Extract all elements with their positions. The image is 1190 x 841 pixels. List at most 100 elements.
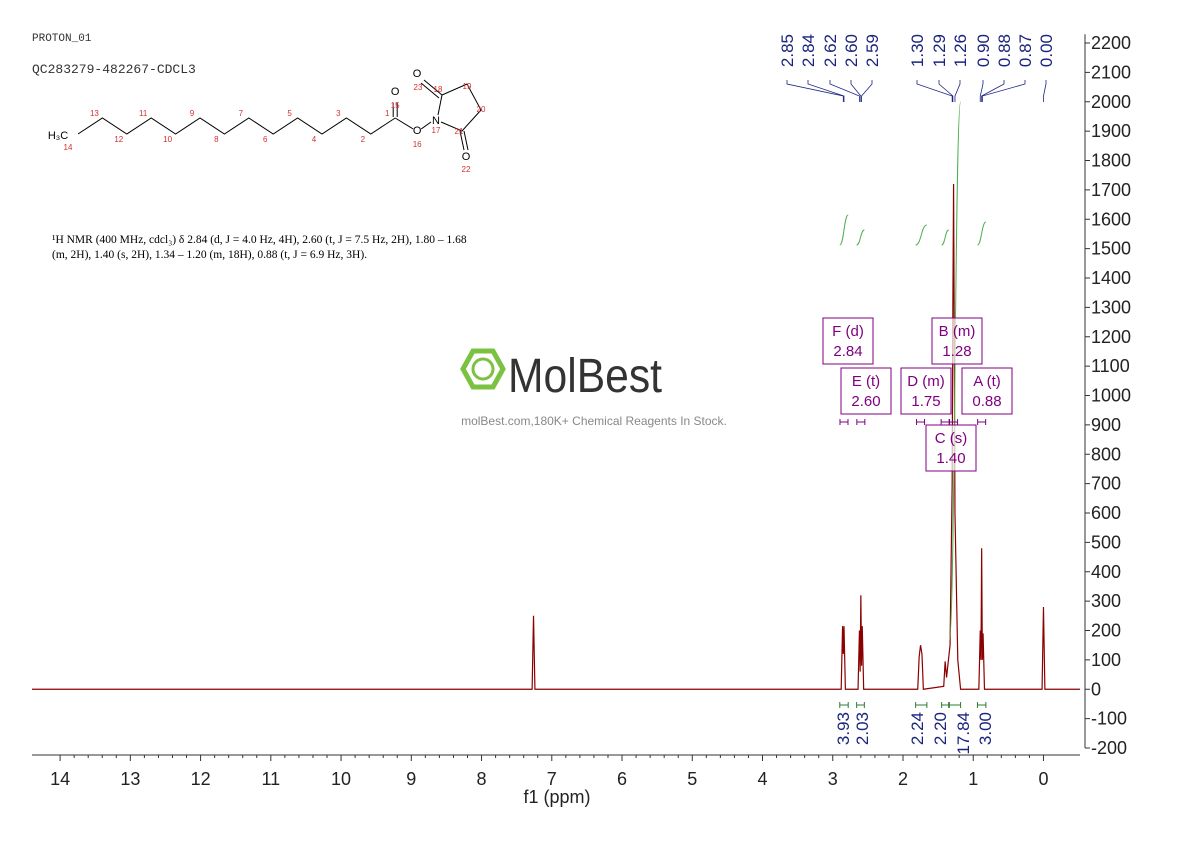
x-tick-label: 3 <box>828 769 838 789</box>
multiplet-label: A (t) <box>973 373 1001 390</box>
y-tick-label: 1600 <box>1091 209 1131 229</box>
atom-number: 22 <box>462 165 471 174</box>
peak-connector <box>916 80 953 102</box>
nmr-description: ¹H NMR (400 MHz, cdcl₃) δ 2.84 (d, J = 4… <box>52 234 467 246</box>
integral-bracket <box>948 702 962 708</box>
sample-name: QC283279-482267-CDCL3 <box>32 62 196 77</box>
x-axis-label: f1 (ppm) <box>523 787 590 807</box>
multiplet-label: D (m) <box>907 373 945 390</box>
peak-label: 2.59 <box>863 34 882 67</box>
multiplet-box <box>822 317 874 365</box>
multiplet-box <box>900 367 952 415</box>
atom-number: 10 <box>163 135 172 144</box>
atom-symbol: N <box>432 115 440 127</box>
spectrum-line <box>32 184 1080 690</box>
y-tick-label: -200 <box>1091 738 1127 758</box>
integral-bracket <box>856 702 865 708</box>
y-tick-label: 500 <box>1091 532 1121 552</box>
y-tick-label: 2000 <box>1091 92 1131 112</box>
peak-connector <box>954 80 961 102</box>
atom-symbol: O <box>391 86 400 98</box>
integral-curve <box>977 221 987 246</box>
atom-symbol: O <box>413 125 422 137</box>
atom-number: 20 <box>477 105 486 114</box>
multiplet-box <box>840 367 892 415</box>
integral-curve <box>941 229 949 246</box>
multiplet-box <box>961 367 1013 415</box>
x-tick-label: 10 <box>331 769 351 789</box>
atom-number: 2 <box>361 135 366 144</box>
multiplet-range <box>916 419 926 425</box>
atom-number: 4 <box>312 135 317 144</box>
peak-label: 1.26 <box>951 34 970 67</box>
atom-number: 7 <box>239 109 244 118</box>
multiplet-shift: 2.84 <box>833 343 862 360</box>
multiplet-box <box>931 317 983 365</box>
peak-label: 1.29 <box>930 34 949 67</box>
integral-bracket <box>976 702 987 708</box>
y-tick-label: 900 <box>1091 415 1121 435</box>
atom-number: 11 <box>139 109 148 118</box>
multiplet-range <box>949 419 959 425</box>
atom-number: 9 <box>190 109 195 118</box>
y-tick-label: 200 <box>1091 621 1121 641</box>
atom-number: 21 <box>455 127 464 136</box>
integral-value: 3.93 <box>834 712 853 745</box>
y-tick-label: -100 <box>1091 709 1127 729</box>
multiplet-label: B (m) <box>939 323 976 340</box>
peak-connector <box>981 80 1026 102</box>
x-tick-label: 11 <box>261 769 280 789</box>
y-tick-label: 1800 <box>1091 151 1131 171</box>
y-tick-label: 1100 <box>1091 356 1130 376</box>
integral-curve <box>856 229 865 246</box>
x-tick-label: 13 <box>120 769 140 789</box>
multiplet-shift: 0.88 <box>972 393 1001 410</box>
multiplet-shift: 2.60 <box>851 393 880 410</box>
atom-number: 16 <box>413 140 422 149</box>
atom-number: 17 <box>432 126 441 135</box>
y-tick-label: 700 <box>1091 474 1121 494</box>
molecule-bonds <box>77 79 482 151</box>
integral-value: 2.03 <box>853 712 872 745</box>
y-tick-label: 1300 <box>1091 297 1131 317</box>
peak-label: 0.90 <box>974 34 993 67</box>
x-tick-label: 4 <box>758 769 768 789</box>
y-tick-label: 1400 <box>1091 268 1131 288</box>
multiplet-shift: 1.75 <box>911 393 940 410</box>
x-tick-label: 2 <box>898 769 908 789</box>
multiplet-label: E (t) <box>852 373 880 390</box>
multiplet-label: F (d) <box>832 323 864 340</box>
multiplet-box <box>925 424 977 472</box>
x-tick-label: 1 <box>968 769 978 789</box>
peak-connector <box>786 80 844 102</box>
integral-bracket <box>915 702 928 708</box>
integral-value: 17.84 <box>954 712 973 755</box>
y-tick-label: 1000 <box>1091 386 1131 406</box>
watermark-tagline: molBest.com,180K+ Chemical Reagents In S… <box>461 414 727 428</box>
atom-number: 1 <box>385 109 390 118</box>
atom-number: 8 <box>214 135 219 144</box>
watermark-brand: MolBest <box>508 350 662 403</box>
integral-bracket <box>941 702 950 708</box>
atom-number: 18 <box>434 85 443 94</box>
peak-connector <box>981 80 1005 102</box>
atom-number: 19 <box>463 82 472 91</box>
peak-connector <box>861 80 873 102</box>
y-tick-label: 800 <box>1091 444 1121 464</box>
watermark-logo <box>460 348 506 390</box>
multiplet-shift: 1.28 <box>942 343 971 360</box>
peak-connector <box>1043 80 1047 102</box>
y-tick-label: 1500 <box>1091 239 1131 259</box>
integral-curve <box>839 214 849 246</box>
x-tick-label: 12 <box>191 769 211 789</box>
y-tick-label: 300 <box>1091 591 1121 611</box>
peak-label: 0.88 <box>995 34 1014 67</box>
atom-number: 6 <box>263 135 268 144</box>
y-tick-label: 1900 <box>1091 121 1131 141</box>
peak-label: 0.87 <box>1016 34 1035 67</box>
multiplet-range <box>839 419 849 425</box>
integral-bracket <box>839 702 849 708</box>
y-tick-label: 0 <box>1091 679 1101 699</box>
integral-value: 3.00 <box>976 712 995 745</box>
